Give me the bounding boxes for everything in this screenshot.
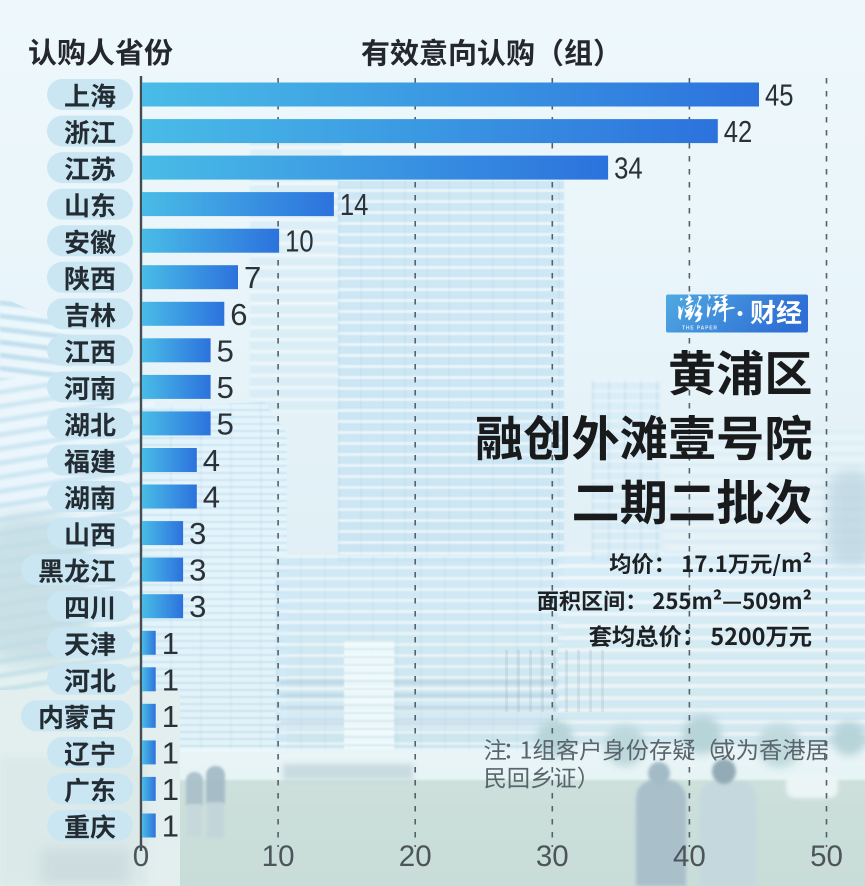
svg-text:20: 20 — [399, 840, 432, 873]
svg-text:1: 1 — [162, 662, 179, 697]
svg-text:14: 14 — [340, 187, 369, 222]
svg-text:34: 34 — [614, 151, 643, 186]
svg-text:3: 3 — [189, 553, 206, 588]
svg-text:1: 1 — [162, 626, 179, 661]
svg-text:THE PAPER: THE PAPER — [682, 326, 718, 332]
svg-text:30: 30 — [536, 840, 569, 873]
svg-text:40: 40 — [673, 840, 706, 873]
svg-text:3: 3 — [189, 589, 206, 624]
svg-text:1: 1 — [162, 699, 179, 734]
svg-text:5: 5 — [217, 406, 234, 441]
svg-text:5: 5 — [217, 333, 234, 368]
svg-text:1: 1 — [162, 772, 179, 807]
svg-text:10: 10 — [285, 224, 314, 259]
svg-text:42: 42 — [724, 114, 753, 149]
svg-text:10: 10 — [262, 840, 295, 873]
svg-text:4: 4 — [203, 480, 220, 515]
svg-text:45: 45 — [765, 78, 794, 113]
svg-text:6: 6 — [230, 297, 247, 332]
svg-text:4: 4 — [203, 443, 220, 478]
svg-text:1: 1 — [162, 735, 179, 770]
svg-text:0: 0 — [133, 840, 149, 873]
svg-text:50: 50 — [810, 840, 843, 873]
svg-text:5: 5 — [217, 370, 234, 405]
svg-text:1: 1 — [162, 809, 179, 844]
svg-text:7: 7 — [244, 260, 261, 295]
svg-text:3: 3 — [189, 516, 206, 551]
